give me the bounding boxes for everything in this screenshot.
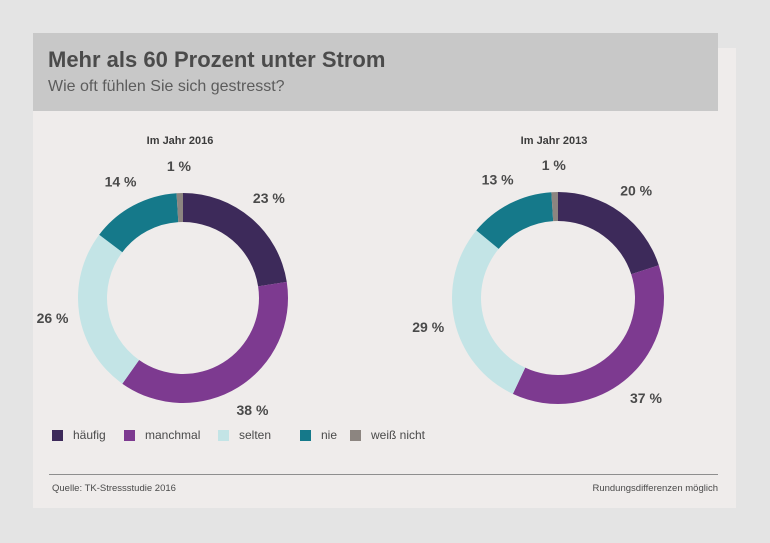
footer-divider bbox=[49, 474, 718, 475]
legend-item: weiß nicht bbox=[350, 428, 425, 442]
legend-item: manchmal bbox=[124, 428, 200, 442]
donut-slice-weiß-nicht bbox=[176, 193, 183, 223]
chart-title: Im Jahr 2013 bbox=[521, 135, 588, 147]
legend-label: manchmal bbox=[145, 428, 201, 442]
rounding-note: Rundungsdifferenzen möglich bbox=[592, 483, 718, 494]
legend-item: nie bbox=[300, 428, 337, 442]
legend-item: selten bbox=[218, 428, 271, 442]
donut-slice-nie bbox=[99, 193, 179, 253]
chart-title: Im Jahr 2016 bbox=[147, 135, 214, 147]
legend-swatch bbox=[300, 429, 311, 441]
data-label: 37 % bbox=[630, 390, 662, 406]
donut-slice-häufig bbox=[183, 193, 287, 287]
source-note: Quelle: TK-Stressstudie 2016 bbox=[52, 483, 176, 494]
data-label: 13 % bbox=[482, 171, 514, 187]
data-label: 14 % bbox=[105, 174, 137, 190]
data-label: 20 % bbox=[620, 182, 652, 198]
donut-slice-selten bbox=[452, 230, 526, 394]
data-label: 26 % bbox=[37, 310, 69, 326]
data-label: 1 % bbox=[542, 157, 567, 173]
page-subtitle: Wie oft fühlen Sie sich gestresst? bbox=[48, 78, 285, 95]
legend-swatch bbox=[218, 429, 229, 441]
legend-item: häufig bbox=[52, 428, 106, 442]
donut-slice-selten bbox=[78, 234, 140, 384]
legend-swatch bbox=[52, 429, 63, 441]
legend-label: häufig bbox=[73, 428, 106, 442]
donut-slice-häufig bbox=[558, 192, 659, 275]
data-label: 29 % bbox=[412, 319, 444, 335]
data-label: 23 % bbox=[253, 190, 285, 206]
data-label: 1 % bbox=[167, 158, 192, 174]
donut-slice-manchmal bbox=[512, 265, 665, 405]
donut-slice-nie bbox=[476, 192, 554, 249]
data-label: 38 % bbox=[237, 402, 269, 418]
legend-label: nie bbox=[321, 428, 338, 442]
donut-slice-manchmal bbox=[122, 281, 289, 404]
donut-slice-weiß-nicht bbox=[551, 192, 558, 222]
legend-swatch bbox=[124, 429, 135, 441]
legend-swatch bbox=[350, 429, 361, 441]
chart-card bbox=[33, 48, 736, 508]
header-banner: Mehr als 60 Prozent unter Strom Wie oft … bbox=[33, 33, 718, 111]
legend-label: weiß nicht bbox=[371, 428, 426, 442]
legend-label: selten bbox=[239, 428, 272, 442]
page-title: Mehr als 60 Prozent unter Strom bbox=[48, 47, 386, 72]
